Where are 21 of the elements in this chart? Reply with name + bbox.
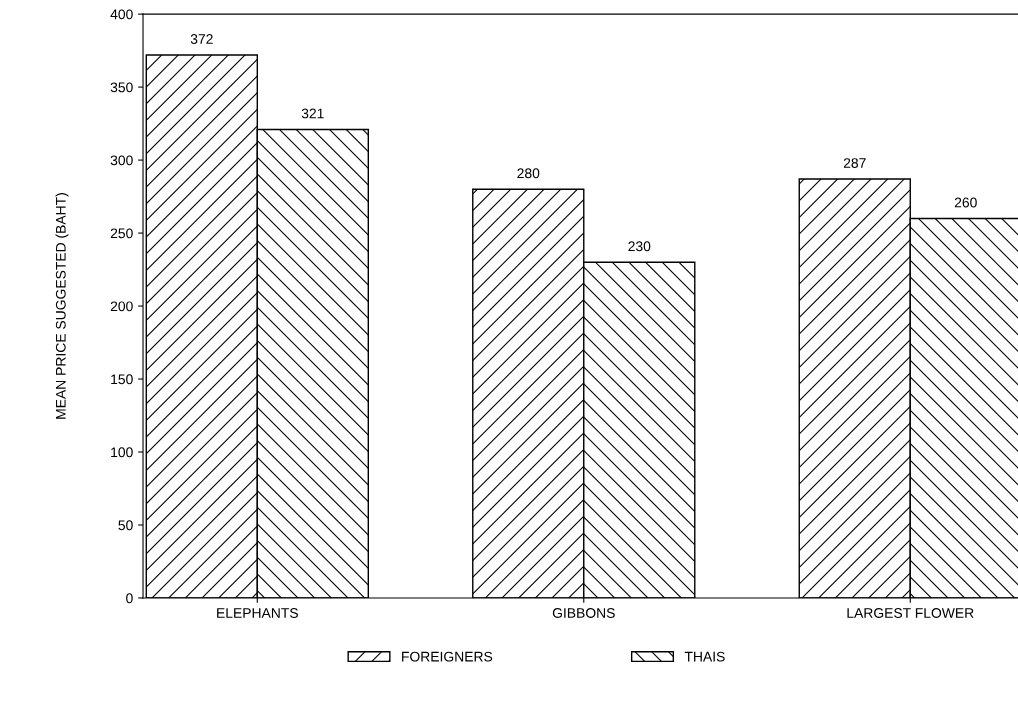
data-label: 287 bbox=[843, 158, 866, 168]
x-tick-label: LARGEST FLOWER bbox=[847, 608, 974, 618]
y-tick-label: 0 bbox=[126, 593, 133, 604]
legend-label: THAIS bbox=[684, 651, 725, 662]
y-tick-label: 200 bbox=[110, 301, 133, 312]
x-tick-label: GIBBONS bbox=[552, 608, 615, 618]
y-tick-label: 250 bbox=[110, 228, 133, 239]
y-tick-label: 50 bbox=[118, 520, 133, 531]
y-tick-label: 150 bbox=[111, 374, 133, 385]
data-label: 260 bbox=[954, 197, 977, 208]
x-tick-label: ELEPHANTS bbox=[217, 608, 298, 618]
y-tick-label: 400 bbox=[110, 9, 133, 20]
data-label: 372 bbox=[190, 34, 213, 44]
data-label: 321 bbox=[301, 108, 324, 119]
legend-label: FOREIGNERS bbox=[402, 651, 493, 662]
data-label: 230 bbox=[628, 241, 651, 252]
y-tick-label: 300 bbox=[110, 155, 133, 166]
y-tick-label: 350 bbox=[110, 82, 133, 93]
y-axis-title: MEAN PRICE SUGGESTED (BAHT) bbox=[55, 193, 69, 419]
y-tick-label: 100 bbox=[111, 447, 133, 458]
data-label: 280 bbox=[517, 168, 540, 179]
